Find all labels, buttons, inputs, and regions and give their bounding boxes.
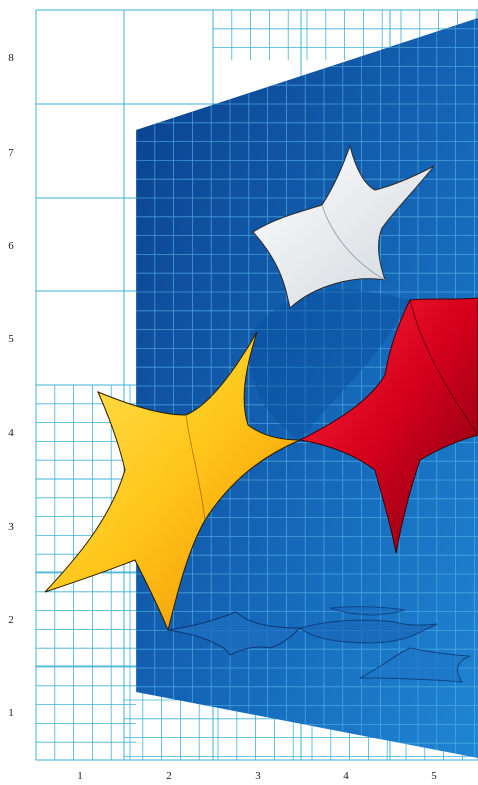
white-star <box>252 144 435 309</box>
panel-membrane-shadow <box>249 289 410 440</box>
y-tick-label: 8 <box>8 52 14 64</box>
x-tick-label: 2 <box>166 770 172 782</box>
white-star-edge <box>321 204 386 281</box>
x-axis-tick-labels: 1 2 3 4 5 <box>77 770 437 782</box>
y-axis-tick-labels: 8 7 6 5 4 3 2 1 <box>8 52 14 719</box>
yellow-star <box>44 331 301 632</box>
yellow-star-fold <box>185 414 206 521</box>
y-tick-label: 2 <box>8 614 14 626</box>
x-tick-label: 4 <box>343 770 349 782</box>
x-tick-label: 3 <box>255 770 261 782</box>
y-tick-label: 3 <box>8 521 14 533</box>
x-tick-label: 1 <box>77 770 83 782</box>
x-tick-label: 5 <box>431 770 437 782</box>
y-tick-label: 7 <box>8 147 14 159</box>
y-tick-label: 5 <box>8 333 14 345</box>
y-tick-label: 1 <box>8 707 14 719</box>
red-star-fold <box>409 299 478 436</box>
y-tick-label: 6 <box>8 240 14 252</box>
y-tick-label: 4 <box>8 427 14 439</box>
star-reflections <box>167 606 471 683</box>
